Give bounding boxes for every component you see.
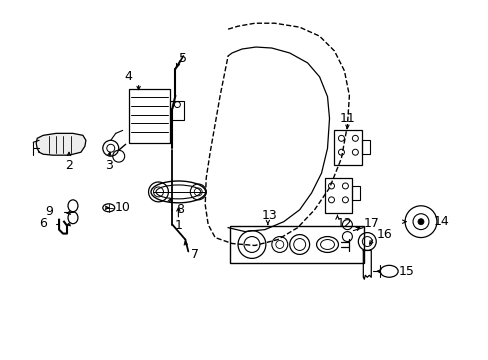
Text: 15: 15 xyxy=(398,265,414,278)
Bar xyxy=(352,186,360,200)
Text: 12: 12 xyxy=(336,217,351,230)
Text: 5: 5 xyxy=(179,53,187,66)
Polygon shape xyxy=(36,133,86,155)
Text: 9: 9 xyxy=(45,205,53,218)
Text: 3: 3 xyxy=(104,159,112,172)
Text: 8: 8 xyxy=(176,203,184,216)
Bar xyxy=(334,130,362,165)
Bar xyxy=(128,89,170,143)
Text: 1: 1 xyxy=(174,219,182,232)
Text: 2: 2 xyxy=(65,159,73,172)
Text: 7: 7 xyxy=(191,248,199,261)
Text: 14: 14 xyxy=(433,215,449,228)
Text: 17: 17 xyxy=(363,217,378,230)
Text: 11: 11 xyxy=(339,112,355,125)
Text: 16: 16 xyxy=(376,228,391,241)
Bar xyxy=(230,226,364,264)
Text: 10: 10 xyxy=(115,201,130,214)
Bar xyxy=(170,100,184,121)
Text: 6: 6 xyxy=(39,217,47,230)
Circle shape xyxy=(417,219,423,225)
Bar xyxy=(324,178,352,213)
Text: 4: 4 xyxy=(124,70,132,83)
Bar xyxy=(362,140,369,154)
Text: 13: 13 xyxy=(262,209,277,222)
